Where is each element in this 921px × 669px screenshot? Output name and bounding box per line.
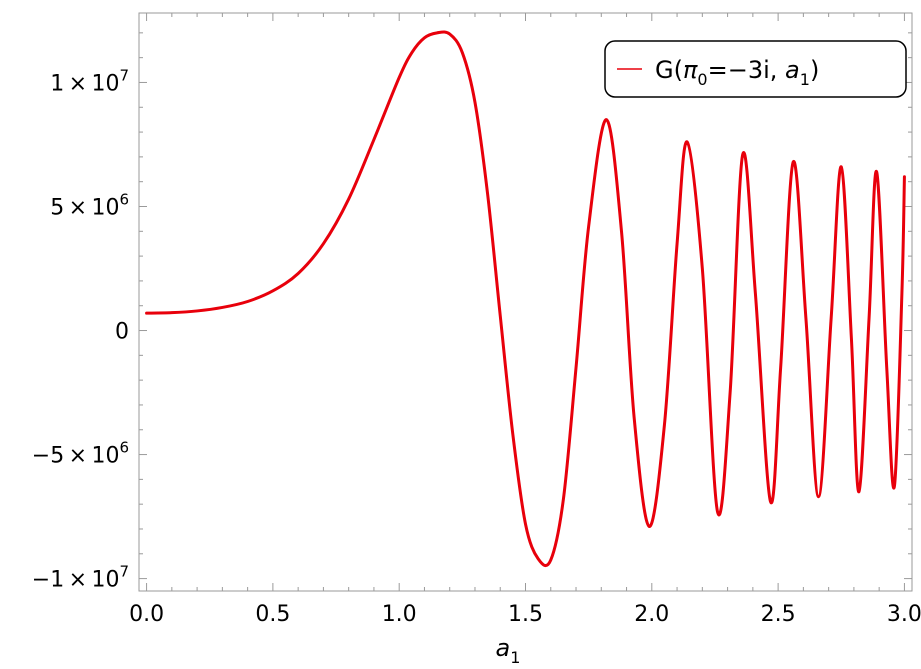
y-tick-label: 1 × 107 — [50, 66, 129, 96]
y-tick-labels: −1 × 107 −5 × 106 0 5 × 106 1 × 107 — [32, 66, 129, 592]
legend-label: G(π0=−3i, a1) — [655, 56, 819, 89]
x-axis-label: a1 — [496, 634, 521, 667]
x-tick-label: 2.0 — [634, 602, 669, 627]
y-tick-label: 5 × 106 — [50, 190, 129, 220]
y-tick-label: −1 × 107 — [32, 563, 129, 593]
x-tick-label: 0.5 — [255, 602, 290, 627]
axis-ticks — [139, 13, 912, 591]
series-line — [145, 30, 906, 568]
x-tick-labels: 0.0 0.5 1.0 1.5 2.0 2.5 3.0 — [129, 602, 921, 627]
legend-box — [604, 40, 907, 98]
legend: G(π0=−3i, a1) — [604, 40, 907, 98]
x-tick-label: 0.0 — [129, 602, 164, 627]
series-layer — [145, 30, 906, 568]
y-tick-label: 0 — [115, 320, 129, 345]
x-tick-label: 2.5 — [761, 602, 796, 627]
x-tick-label: 1.5 — [508, 602, 543, 627]
plot-frame — [138, 12, 913, 592]
y-tick-label: −5 × 106 — [32, 439, 129, 469]
x-tick-label: 3.0 — [887, 602, 921, 627]
x-tick-label: 1.0 — [382, 602, 417, 627]
